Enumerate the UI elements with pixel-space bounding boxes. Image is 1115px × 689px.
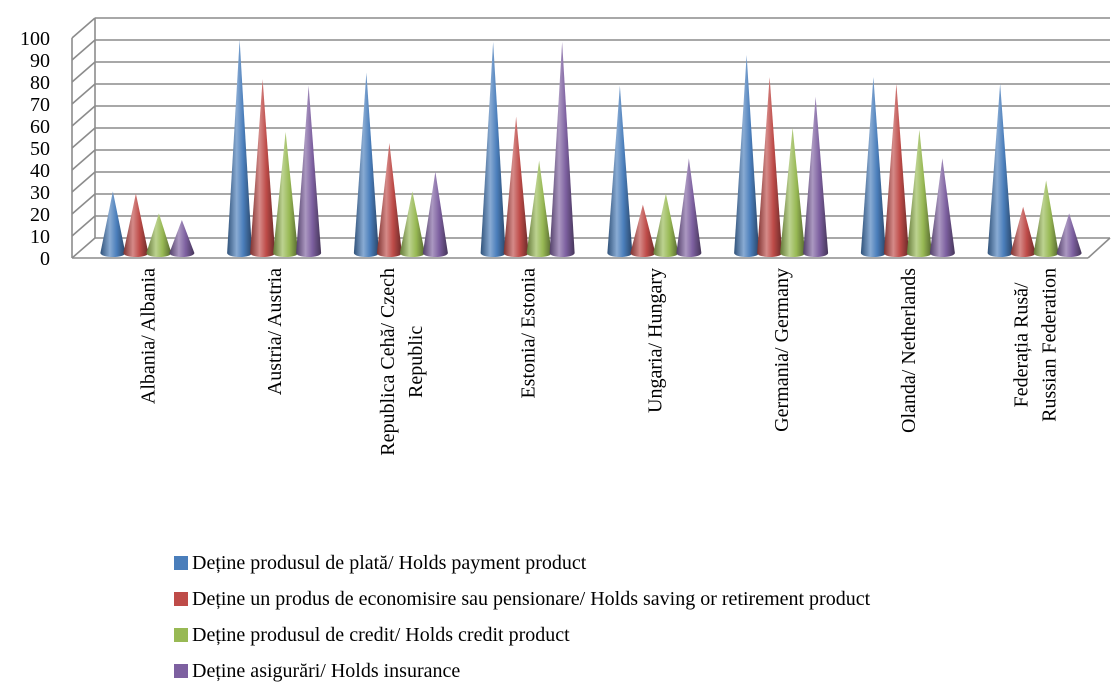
category-label: Estonia/ Estonia [518, 268, 540, 399]
legend-label: Deține asigurări/ Holds insurance [192, 659, 461, 682]
y-tick-label: 50 [30, 138, 50, 160]
gridline-side-40 [71, 149, 96, 171]
category-label: Ungaria/ Hungary [644, 268, 666, 413]
bar-2-cat-7 [883, 83, 909, 257]
bar-3-cat-1 [146, 213, 172, 257]
gridline-side-70 [71, 83, 96, 105]
gridline-side-50 [71, 127, 96, 149]
gridline-side-0 [71, 237, 96, 259]
bar-1-cat-6 [734, 55, 760, 257]
legend-swatch [174, 664, 188, 678]
bar-3-cat-8 [1033, 180, 1059, 257]
gridline-side-100 [71, 17, 96, 39]
bar-2-cat-1 [123, 193, 149, 257]
bar-2-cat-4 [503, 116, 529, 257]
bar-1-cat-4 [480, 41, 506, 257]
category-label: Federația Rusă/Russian Federation [1011, 268, 1061, 422]
bar-3-cat-5 [653, 193, 679, 257]
gridlines [71, 17, 1111, 259]
bar-2-cat-6 [757, 77, 783, 257]
bar-3-cat-7 [906, 129, 932, 257]
bar-3-cat-6 [780, 127, 806, 257]
bar-2-cat-2 [250, 79, 276, 257]
bar-1-cat-3 [353, 72, 379, 257]
legend: Deține produsul de plată/ Holds payment … [174, 545, 870, 689]
bar-2-cat-8 [1010, 206, 1036, 257]
legend-label: Deține un produs de economisire sau pens… [192, 587, 871, 610]
bar-3-cat-3 [399, 191, 425, 257]
bar-1-cat-5 [607, 85, 633, 257]
y-tick-label: 60 [30, 116, 50, 138]
bar-2-cat-3 [376, 143, 402, 257]
gridline-side-90 [71, 39, 96, 61]
y-tick-label: 40 [30, 160, 50, 182]
y-tick-label: 80 [30, 72, 50, 94]
category-label: Germania/ Germany [771, 268, 793, 432]
bars [100, 39, 1082, 257]
bar-1-cat-2 [227, 39, 253, 257]
category-labels: Albania/ Albania Austria/ Austria Republic… [137, 268, 1060, 456]
bar-4-cat-4 [549, 41, 575, 257]
gridline-side-20 [71, 193, 96, 215]
bar-4-cat-1 [169, 220, 195, 257]
bar-1-cat-1 [100, 191, 126, 257]
y-tick-label: 20 [30, 204, 50, 226]
category-label: Austria/ Austria [264, 268, 286, 395]
y-tick-label: 100 [20, 28, 50, 50]
bar-3-cat-4 [526, 160, 552, 257]
legend-item: Deține produsul de credit/ Holds credit … [174, 617, 870, 653]
bar-4-cat-7 [929, 158, 955, 257]
legend-label: Deține produsul de plată/ Holds payment … [192, 551, 587, 574]
bar-4-cat-3 [422, 171, 448, 257]
y-tick-label: 0 [40, 248, 50, 270]
bar-4-cat-2 [296, 85, 322, 257]
gridline-side-60 [71, 105, 96, 127]
y-tick-label: 90 [30, 50, 50, 72]
category-label: Olanda/ Netherlands [898, 268, 920, 433]
bar-3-cat-2 [273, 132, 299, 257]
bar-4-cat-6 [803, 96, 829, 257]
y-tick-label: 30 [30, 182, 50, 204]
gridline-side-30 [71, 171, 96, 193]
legend-swatch [174, 628, 188, 642]
bar-4-cat-5 [676, 158, 702, 257]
category-label: Republica Cehă/ Czech Republic [377, 268, 427, 456]
legend-item: Deține asigurări/ Holds insurance [174, 653, 870, 689]
legend-label: Deține produsul de credit/ Holds credit … [192, 623, 570, 646]
bar-1-cat-8 [987, 83, 1013, 257]
bar-1-cat-7 [860, 77, 886, 257]
gridline-side-10 [71, 215, 96, 237]
legend-swatch [174, 556, 188, 570]
y-tick-label: 10 [30, 226, 50, 248]
legend-item: Deține produsul de plată/ Holds payment … [174, 545, 870, 581]
legend-swatch [174, 592, 188, 606]
legend-item: Deține un produs de economisire sau pens… [174, 581, 870, 617]
bar-2-cat-5 [630, 204, 656, 257]
floor-right-edge [1087, 237, 1111, 259]
gridline-side-80 [71, 61, 96, 83]
bar-4-cat-8 [1056, 213, 1082, 257]
y-tick-label: 70 [30, 94, 50, 116]
category-label: Albania/ Albania [137, 268, 159, 404]
